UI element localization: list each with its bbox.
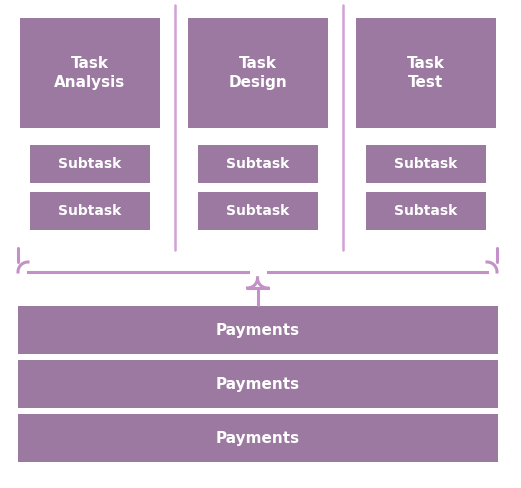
Text: Subtask: Subtask: [227, 204, 290, 218]
Text: Payments: Payments: [216, 377, 300, 391]
FancyBboxPatch shape: [18, 306, 498, 354]
Text: Subtask: Subtask: [227, 157, 290, 171]
FancyBboxPatch shape: [188, 18, 328, 128]
FancyBboxPatch shape: [20, 18, 160, 128]
FancyBboxPatch shape: [198, 192, 318, 230]
FancyBboxPatch shape: [30, 145, 150, 183]
FancyBboxPatch shape: [356, 18, 496, 128]
FancyBboxPatch shape: [18, 360, 498, 408]
FancyBboxPatch shape: [30, 192, 150, 230]
FancyBboxPatch shape: [198, 145, 318, 183]
Text: Payments: Payments: [216, 430, 300, 446]
FancyBboxPatch shape: [366, 145, 486, 183]
Text: Task
Test: Task Test: [407, 56, 445, 90]
Text: Subtask: Subtask: [58, 157, 121, 171]
FancyBboxPatch shape: [366, 192, 486, 230]
FancyBboxPatch shape: [18, 414, 498, 462]
Text: Subtask: Subtask: [58, 204, 121, 218]
Text: Task
Analysis: Task Analysis: [54, 56, 126, 90]
Text: Subtask: Subtask: [394, 157, 457, 171]
Text: Payments: Payments: [216, 323, 300, 338]
Text: Task
Design: Task Design: [229, 56, 288, 90]
Text: Subtask: Subtask: [394, 204, 457, 218]
